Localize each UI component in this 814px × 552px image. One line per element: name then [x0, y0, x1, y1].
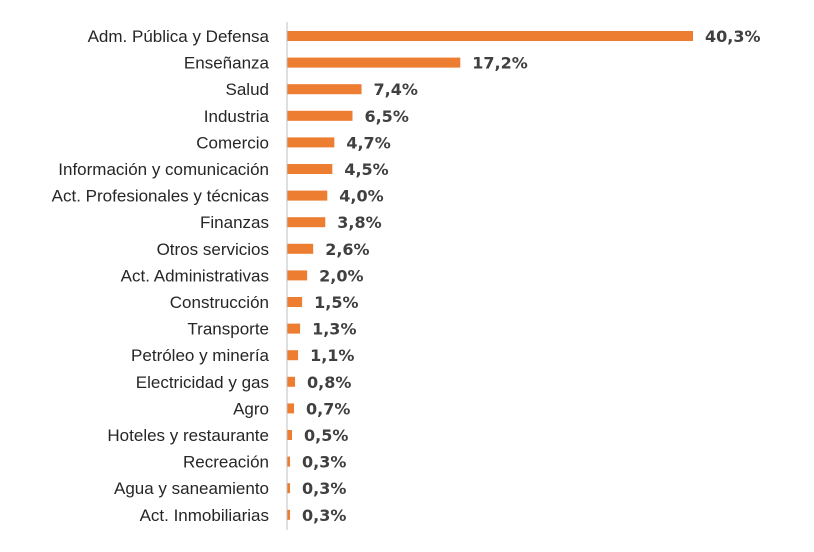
category-label: Recreación: [183, 453, 269, 472]
bar-10: [287, 270, 308, 281]
bar-9: [287, 243, 314, 254]
bar-8: [287, 217, 326, 228]
value-label: 6,5%: [364, 107, 408, 126]
category-label: Hoteles y restaurante: [107, 426, 269, 445]
category-label: Agro: [233, 399, 269, 418]
bar-1: [287, 31, 693, 41]
bar-14: [287, 376, 296, 387]
value-label: 17,2%: [472, 54, 528, 73]
value-label: 0,3%: [302, 453, 346, 472]
bar-2: [287, 57, 461, 68]
bar-16: [287, 430, 293, 440]
value-label: 2,0%: [319, 266, 363, 285]
value-label: 4,7%: [346, 133, 390, 152]
value-label: 0,5%: [304, 426, 348, 445]
bar-7: [287, 190, 328, 201]
bar-6: [287, 164, 333, 174]
value-label: 0,8%: [307, 373, 351, 392]
bar-19: [287, 509, 291, 520]
bar-13: [287, 350, 299, 361]
value-label: 7,4%: [374, 80, 418, 99]
bar-18: [287, 483, 291, 494]
category-label: Salud: [226, 80, 269, 99]
category-label: Enseñanza: [184, 54, 270, 73]
category-label: Agua y saneamiento: [114, 479, 269, 498]
category-label: Electricidad y gas: [136, 373, 269, 392]
category-label: Petróleo y minería: [131, 346, 269, 365]
value-label: 1,3%: [312, 320, 356, 339]
bar-11: [287, 297, 303, 307]
bar-3: [287, 84, 362, 95]
value-label: 40,3%: [705, 27, 761, 46]
category-label: Construcción: [170, 293, 269, 312]
category-label: Act. Administrativas: [121, 266, 269, 285]
category-label: Industria: [204, 107, 270, 126]
value-labels: 40,3% 17,2% 7,4% 6,5% 4,7% 4,5% 4,0% 3,8% 2,6% 2,…: [302, 27, 760, 525]
bar-17: [287, 456, 291, 467]
bar-4: [287, 110, 353, 121]
value-label: 3,8%: [337, 213, 381, 232]
category-label: Transporte: [187, 320, 269, 339]
value-label: 2,6%: [325, 240, 369, 259]
value-label: 0,3%: [302, 479, 346, 498]
bar-15: [287, 403, 295, 414]
value-label: 0,3%: [302, 506, 346, 525]
category-labels: Adm. Pública y Defensa Enseñanza Salud Indu…: [52, 27, 270, 525]
category-label: Act. Profesionales y técnicas: [52, 187, 269, 206]
value-label: 1,1%: [310, 346, 354, 365]
bars-layer: [287, 31, 693, 520]
value-label: 0,7%: [306, 399, 350, 418]
category-label: Finanzas: [200, 213, 269, 232]
category-label: Adm. Pública y Defensa: [88, 27, 270, 46]
value-label: 4,5%: [344, 160, 388, 179]
category-label: Otros servicios: [157, 240, 269, 259]
value-label: 1,5%: [314, 293, 358, 312]
category-label: Act. Inmobiliarias: [140, 506, 269, 525]
bar-5: [287, 137, 335, 148]
category-label: Información y comunicación: [58, 160, 269, 179]
category-label: Comercio: [196, 133, 269, 152]
value-label: 4,0%: [339, 187, 383, 206]
bar-12: [287, 323, 301, 334]
